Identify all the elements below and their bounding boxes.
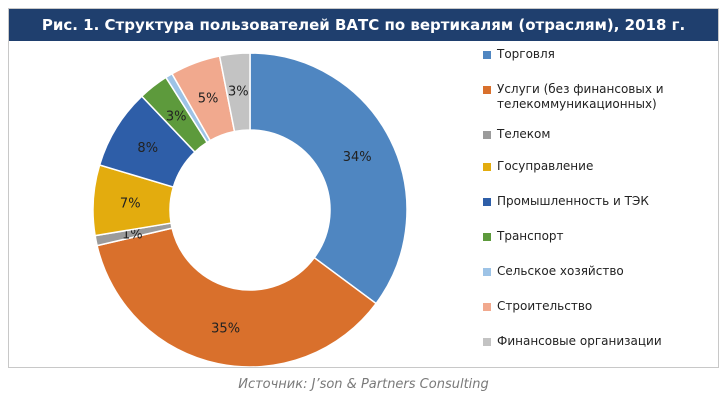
legend-item: Услуги (без финансовых и телекоммуникаци…: [483, 82, 713, 112]
legend-item: Телеком: [483, 127, 550, 142]
legend-swatch: [483, 303, 491, 311]
slice-label: 3%: [228, 85, 249, 100]
slice-label: 35%: [211, 321, 240, 336]
slice-label: 1%: [122, 227, 143, 242]
donut-chart: 34% 35% 1% 7% 8% 3% 5% 3%: [92, 52, 408, 367]
legend-item: Торговля: [483, 47, 555, 62]
legend-label: Строительство: [497, 299, 593, 313]
legend-item: Промышленность и ТЭК: [483, 194, 649, 209]
legend-label: Торговля: [497, 47, 555, 61]
legend-label: Транспорт: [497, 229, 564, 243]
legend-item: Строительство: [483, 299, 592, 314]
legend-label: Финансовые организации: [497, 334, 662, 348]
legend-item: Сельское хозяйство: [483, 264, 624, 279]
source-note: Источник: J’son & Partners Consulting: [238, 377, 489, 392]
legend-label: Услуги (без финансовых и телекоммуникаци…: [497, 82, 664, 111]
legend-label: Промышленность и ТЭК: [497, 194, 649, 208]
legend-swatch: [483, 268, 491, 276]
slice-label: 8%: [137, 141, 158, 156]
donut-slice: [218, 52, 251, 133]
legend-item: Финансовые организации: [483, 334, 662, 349]
donut-slice: [249, 52, 408, 305]
chart-frame: Рис. 1. Структура пользователей ВАТС по …: [8, 8, 719, 368]
legend-item: Транспорт: [483, 229, 564, 244]
slice-label: 34%: [343, 150, 372, 165]
legend-swatch: [483, 338, 491, 346]
chart-title: Рис. 1. Структура пользователей ВАТС по …: [9, 9, 718, 41]
legend-item: Госуправление: [483, 159, 593, 174]
legend-swatch: [483, 86, 491, 94]
slice-label: 5%: [198, 92, 219, 107]
legend-label: Госуправление: [497, 159, 594, 173]
slice-label: 7%: [120, 196, 141, 211]
legend-swatch: [483, 131, 491, 139]
legend-swatch: [483, 198, 491, 206]
legend-swatch: [483, 163, 491, 171]
legend-swatch: [483, 51, 491, 59]
legend-swatch: [483, 233, 491, 241]
donut-slice: [96, 227, 378, 367]
legend-label: Телеком: [497, 127, 551, 141]
legend-label: Сельское хозяйство: [497, 264, 624, 278]
slice-label: 3%: [166, 109, 187, 124]
